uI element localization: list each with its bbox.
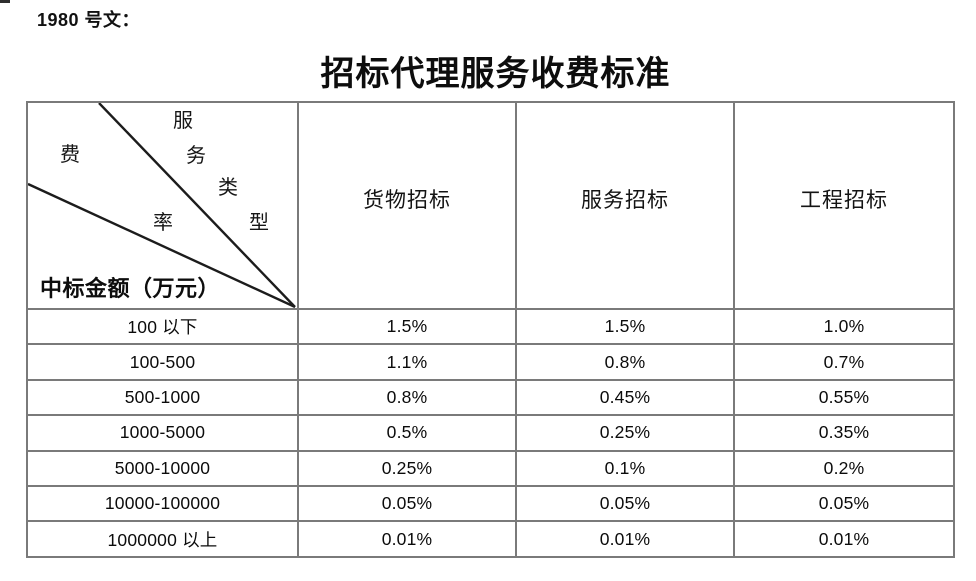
amount-range-cell: 100 以下 [28,310,299,346]
rate-cell-services: 0.1% [517,451,735,487]
amount-range-cell: 500-1000 [28,380,299,417]
column-header-goods: 货物招标 [299,103,517,310]
corner-service-type-char: 类 [218,177,238,199]
column-header-label: 服务招标 [581,187,669,212]
rate-cell-services: 0.45% [517,380,735,417]
corner-service-type-char: 务 [186,145,206,167]
amount-range-cell: 10000-100000 [28,486,299,523]
rate-cell-works: 0.35% [735,416,955,452]
corner-amount-label: 中标金额（万元） [40,276,221,301]
rate-cell-goods: 0.5% [299,416,517,452]
amount-range-cell: 1000-5000 [28,416,299,452]
rate-cell-works: 0.7% [735,345,955,381]
rate-cell-services: 0.25% [517,416,735,452]
rate-cell-goods: 1.1% [299,345,517,381]
amount-range-cell: 1000000 以上 [28,522,299,558]
column-header-services: 服务招标 [517,103,735,310]
title-container: 招标代理服务收费标准 [27,46,952,95]
rate-cell-goods: 0.01% [299,522,517,558]
rate-cell-services: 0.01% [517,522,735,558]
rate-cell-goods: 0.05% [299,486,517,523]
amount-range-cell: 100-500 [28,345,299,381]
rate-cell-services: 0.05% [517,486,735,523]
corner-fee-rate-char: 率 [153,212,173,234]
rate-cell-goods: 0.25% [299,451,517,487]
corner-service-type-char: 服 [173,110,193,132]
column-header-label: 工程招标 [800,187,888,212]
document-number-label: 1980 号文： [37,10,141,30]
corner-fee-rate-char: 费 [60,144,80,166]
fee-standard-table: 服 务 类 型 费 率 中标金额（万元） 货物招标 服务招标 工程招标 100 … [26,101,955,558]
scan-artifact [0,0,10,3]
page-title: 招标代理服务收费标准 [320,56,671,93]
amount-range-cell: 5000-10000 [28,451,299,487]
rate-cell-works: 0.01% [735,522,955,558]
corner-header-cell: 服 务 类 型 费 率 中标金额（万元） [28,103,299,310]
corner-service-type-char: 型 [249,212,269,234]
diagonal-divider-lines [28,103,296,308]
rate-cell-goods: 0.8% [299,380,517,417]
column-header-works: 工程招标 [735,103,955,310]
rate-cell-works: 1.0% [735,310,955,346]
rate-cell-works: 0.55% [735,380,955,417]
rate-cell-goods: 1.5% [299,310,517,346]
rate-cell-services: 1.5% [517,310,735,346]
rate-cell-works: 0.05% [735,486,955,523]
column-header-label: 货物招标 [363,187,451,212]
rate-cell-works: 0.2% [735,451,955,487]
rate-cell-services: 0.8% [517,345,735,381]
